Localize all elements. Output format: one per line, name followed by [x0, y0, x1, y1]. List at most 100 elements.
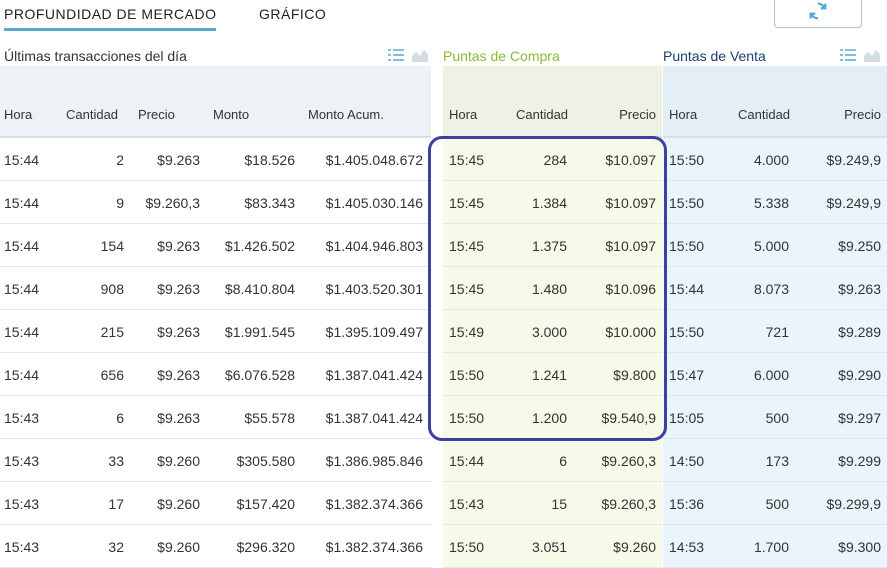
table-row[interactable]: 15:43 6 $9.263 $55.578 $1.387.041.424 — [0, 396, 431, 439]
cell-cantidad: 1.200 — [531, 410, 567, 426]
cell-monto: $18.526 — [244, 152, 295, 168]
cell-precio: $9.260 — [157, 539, 200, 555]
table-row[interactable]: 15:50 1.200 $9.540,9 — [443, 396, 662, 439]
cell-precio: $9.299 — [838, 453, 881, 469]
cell-cantidad: 500 — [765, 410, 789, 426]
refresh-button[interactable] — [774, 0, 862, 28]
cell-hora: 15:50 — [669, 152, 705, 168]
table-row[interactable]: 15:47 6.000 $9.290 — [663, 353, 887, 396]
col-monto[interactable]: Monto — [213, 107, 250, 122]
cell-precio: $10.000 — [605, 324, 656, 340]
cell-cantidad: 3.000 — [531, 324, 567, 340]
table-row[interactable]: 15:36 500 $9.299,9 — [663, 482, 887, 525]
cell-precio: $9.263 — [157, 281, 200, 297]
col-precio[interactable]: Precio — [619, 107, 656, 122]
table-row[interactable]: 15:44 6 $9.260,3 — [443, 439, 662, 482]
table-row[interactable]: 15:44 9 $9.260,3 $83.343 $1.405.030.146 — [0, 181, 431, 224]
table-row[interactable]: 15:44 154 $9.263 $1.426.502 $1.404.946.803 — [0, 224, 431, 267]
sell-title: Puntas de Venta — [663, 48, 766, 64]
area-chart-icon[interactable] — [412, 48, 428, 62]
col-hora[interactable]: Hora — [4, 107, 33, 122]
tab-depth[interactable]: PROFUNDIDAD DE MERCADO — [4, 6, 217, 22]
table-row[interactable]: 15:50 721 $9.289 — [663, 310, 887, 353]
cell-precio: $9.540,9 — [601, 410, 657, 426]
table-row[interactable]: 15:49 3.000 $10.000 — [443, 310, 662, 353]
table-row[interactable]: 15:44 656 $9.263 $6.076.528 $1.387.041.424 — [0, 353, 431, 396]
table-row[interactable]: 15:50 5.000 $9.250 — [663, 224, 887, 267]
cell-hora: 15:50 — [669, 324, 705, 340]
col-cantidad[interactable]: Cantidad — [738, 107, 791, 122]
cell-monto: $6.076.528 — [224, 367, 295, 383]
cell-cantidad: 1.700 — [753, 539, 789, 555]
tab-chart[interactable]: GRÁFICO — [259, 6, 327, 22]
cell-monto: $55.578 — [244, 410, 295, 426]
cell-precio: $9.263 — [157, 367, 200, 383]
cell-hora: 15:45 — [449, 238, 485, 254]
refresh-icon — [809, 2, 827, 20]
table-row[interactable]: 15:43 33 $9.260 $305.580 $1.386.985.846 — [0, 439, 431, 482]
cell-hora: 14:53 — [669, 539, 705, 555]
table-row[interactable]: 15:43 32 $9.260 $296.320 $1.382.374.366 — [0, 525, 431, 568]
trades-title: Últimas transacciones del día — [4, 48, 187, 64]
table-row[interactable]: 15:44 215 $9.263 $1.991.545 $1.395.109.497 — [0, 310, 431, 353]
cell-precio: $10.097 — [605, 152, 656, 168]
table-row[interactable]: 15:50 1.241 $9.800 — [443, 353, 662, 396]
cell-precio: $9.260,3 — [601, 453, 657, 469]
table-row[interactable]: 15:45 1.375 $10.097 — [443, 224, 662, 267]
cell-precio: $9.299,9 — [826, 496, 882, 512]
trades-header: Hora Cantidad Precio Monto Monto Acum. — [0, 66, 431, 138]
cell-monto-acum: $1.405.048.672 — [325, 152, 423, 168]
col-hora[interactable]: Hora — [449, 107, 478, 122]
table-row[interactable]: 15:44 8.073 $9.263 — [663, 267, 887, 310]
cell-precio: $9.260 — [613, 539, 656, 555]
cell-precio: $9.260,3 — [145, 195, 201, 211]
table-row[interactable]: 15:44 2 $9.263 $18.526 $1.405.048.672 — [0, 138, 431, 181]
col-precio[interactable]: Precio — [138, 107, 175, 122]
cell-cantidad: 9 — [116, 195, 124, 211]
col-precio[interactable]: Precio — [844, 107, 881, 122]
cell-cantidad: 6 — [559, 453, 567, 469]
cell-cantidad: 17 — [108, 496, 124, 512]
cell-hora: 15:36 — [669, 496, 705, 512]
cell-hora: 15:43 — [449, 496, 485, 512]
table-row[interactable]: 14:50 173 $9.299 — [663, 439, 887, 482]
table-row[interactable]: 15:50 3.051 $9.260 — [443, 525, 662, 568]
cell-hora: 15:43 — [4, 453, 40, 469]
cell-cantidad: 721 — [765, 324, 789, 340]
table-row[interactable]: 15:50 4.000 $9.249,9 — [663, 138, 887, 181]
table-row[interactable]: 15:45 1.480 $10.096 — [443, 267, 662, 310]
cell-precio: $9.263 — [157, 152, 200, 168]
area-chart-icon[interactable] — [864, 48, 880, 62]
cell-hora: 15:47 — [669, 367, 705, 383]
cell-precio: $9.300 — [838, 539, 881, 555]
table-row[interactable]: 15:43 15 $9.260,3 — [443, 482, 662, 525]
table-row[interactable]: 15:43 17 $9.260 $157.420 $1.382.374.366 — [0, 482, 431, 525]
cell-precio: $10.097 — [605, 238, 656, 254]
cell-monto-acum: $1.387.041.424 — [325, 410, 423, 426]
cell-hora: 15:44 — [4, 367, 40, 383]
cell-monto-acum: $1.404.946.803 — [325, 238, 423, 254]
cell-hora: 15:44 — [4, 324, 40, 340]
cell-hora: 15:45 — [449, 195, 485, 211]
cell-cantidad: 6 — [116, 410, 124, 426]
buy-header: Hora Cantidad Precio — [443, 66, 662, 138]
cell-hora: 15:05 — [669, 410, 705, 426]
cell-cantidad: 8.073 — [753, 281, 789, 297]
col-cantidad[interactable]: Cantidad — [516, 107, 569, 122]
tab-bar: PROFUNDIDAD DE MERCADO GRÁFICO — [0, 0, 887, 32]
table-row[interactable]: 15:45 1.384 $10.097 — [443, 181, 662, 224]
sell-table: Hora Cantidad Precio 15:50 4.000 $9.249,9 1… — [663, 66, 887, 568]
col-hora[interactable]: Hora — [669, 107, 698, 122]
cell-monto: $157.420 — [236, 496, 295, 512]
table-row[interactable]: 15:44 908 $9.263 $8.410.804 $1.403.520.301 — [0, 267, 431, 310]
table-row[interactable]: 15:45 284 $10.097 — [443, 138, 662, 181]
table-row[interactable]: 15:05 500 $9.297 — [663, 396, 887, 439]
table-row[interactable]: 15:50 5.338 $9.249,9 — [663, 181, 887, 224]
cell-monto: $8.410.804 — [224, 281, 295, 297]
table-row[interactable]: 14:53 1.700 $9.300 — [663, 525, 887, 568]
list-icon[interactable] — [388, 48, 404, 62]
col-cantidad[interactable]: Cantidad — [66, 107, 119, 122]
cell-hora: 15:50 — [449, 367, 485, 383]
col-monto-acum[interactable]: Monto Acum. — [308, 107, 384, 122]
list-icon[interactable] — [840, 48, 856, 62]
